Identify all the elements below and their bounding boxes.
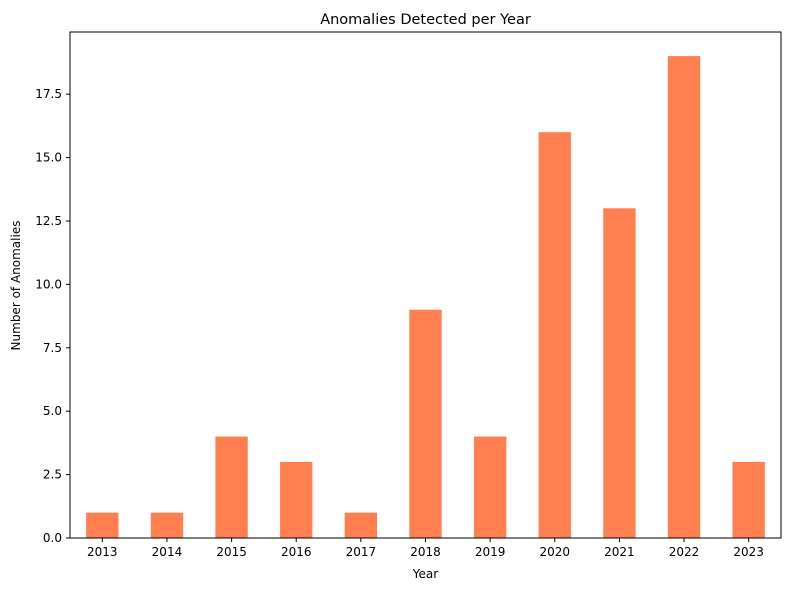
y-tick-label: 10.0 (35, 277, 62, 291)
bar-2013 (86, 512, 119, 538)
x-tick-label: 2015 (216, 545, 247, 559)
bar-2022 (667, 56, 701, 538)
x-axis-label: Year (412, 567, 438, 581)
chart-title: Anomalies Detected per Year (320, 12, 531, 28)
bar-2017 (344, 512, 378, 538)
x-tick-label: 2018 (410, 545, 441, 559)
x-tick-label: 2013 (87, 545, 118, 559)
bar-2018 (409, 309, 442, 538)
y-axis: 0.0 2.5 5.0 7.5 10.0 12.5 15.0 17.5 (35, 87, 70, 545)
bar-2016 (280, 461, 313, 538)
plot-area (69, 31, 782, 539)
bar-2015 (215, 436, 248, 538)
y-axis-label: Number of Anomalies (9, 221, 23, 351)
y-tick-label: 0.0 (43, 531, 62, 545)
x-tick-label: 2016 (281, 545, 312, 559)
x-tick-label: 2023 (733, 545, 764, 559)
y-tick-label: 2.5 (43, 468, 62, 482)
x-tick-label: 2021 (604, 545, 635, 559)
y-tick-label: 7.5 (43, 341, 62, 355)
x-tick-label: 2017 (346, 545, 377, 559)
x-tick-label: 2014 (152, 545, 183, 559)
bar-2014 (150, 512, 184, 538)
bar-2021 (603, 208, 636, 538)
bar-2019 (473, 436, 507, 538)
x-tick-label: 2019 (475, 545, 506, 559)
x-tick-label: 2020 (539, 545, 570, 559)
x-axis: 2013 2014 2015 2016 2017 2018 2019 2020 2021 2022… (87, 538, 764, 559)
bar-2020 (538, 132, 571, 538)
y-tick-label: 5.0 (43, 404, 62, 418)
x-tick-label: 2022 (669, 545, 700, 559)
y-tick-label: 15.0 (35, 151, 62, 165)
bar-2023 (732, 461, 765, 538)
y-tick-label: 12.5 (35, 214, 62, 228)
y-tick-label: 17.5 (35, 87, 62, 101)
